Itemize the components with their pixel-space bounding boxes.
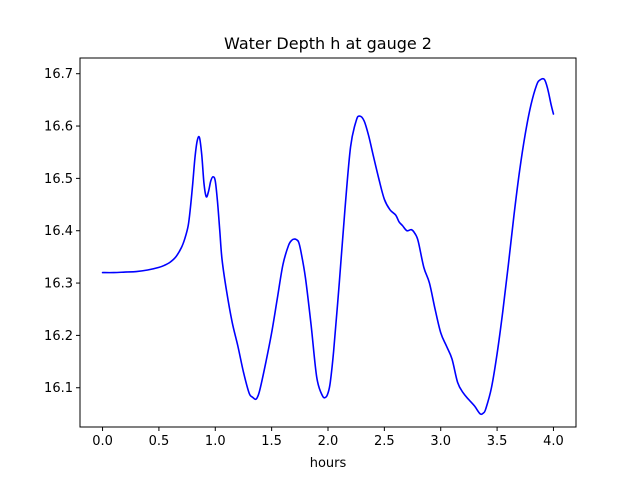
y-tick-label: 16.1	[44, 381, 73, 396]
y-tick-label: 16.5	[44, 172, 73, 187]
x-tick-label: 3.0	[430, 434, 451, 449]
y-tick-label: 16.2	[44, 329, 73, 344]
y-tick-label: 16.7	[44, 67, 73, 82]
x-tick-label: 4.0	[543, 434, 564, 449]
plot-frame	[79, 57, 577, 428]
y-axis: 16.1 16.2 16.3 16.4 16.5 16.6 16.7	[44, 67, 80, 396]
x-tick-label: 2.0	[318, 434, 339, 449]
x-tick-label: 3.5	[487, 434, 508, 449]
x-tick-label: 2.5	[374, 434, 395, 449]
y-tick-label: 16.3	[44, 277, 73, 292]
y-tick-label: 16.6	[44, 120, 73, 135]
series-line	[101, 77, 555, 416]
x-axis: 0.0 0.5 1.0 1.5 2.0 2.5 3.0 3.5 4.0	[92, 427, 564, 449]
x-tick-label: 1.5	[261, 434, 282, 449]
y-tick-label: 16.4	[44, 224, 73, 239]
x-tick-label: 1.0	[205, 434, 226, 449]
x-tick-label: 0.5	[149, 434, 170, 449]
x-tick-label: 0.0	[92, 434, 113, 449]
plot-series	[101, 77, 555, 416]
x-axis-label: hours	[310, 456, 347, 471]
chart-title: Water Depth h at gauge 2	[224, 34, 432, 53]
